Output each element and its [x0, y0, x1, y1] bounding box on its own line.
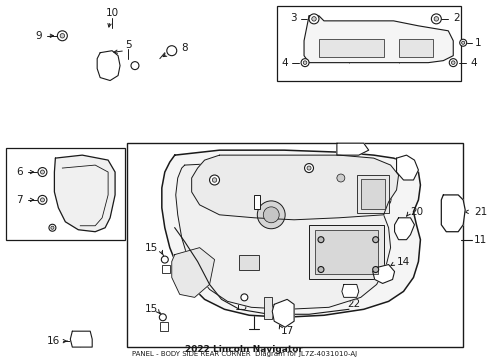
Text: 6: 6 [16, 167, 23, 177]
Text: 18: 18 [234, 187, 247, 197]
Circle shape [263, 207, 279, 223]
Text: PANEL - BODY SIDE REAR CORNER  Diagram for JL7Z-4031010-AJ: PANEL - BODY SIDE REAR CORNER Diagram fo… [132, 351, 357, 357]
Polygon shape [304, 16, 453, 63]
Text: 20: 20 [411, 207, 423, 217]
Circle shape [460, 39, 466, 46]
Bar [315, 230, 378, 274]
Circle shape [38, 167, 47, 176]
Text: 13: 13 [235, 302, 248, 312]
Circle shape [434, 17, 439, 21]
Polygon shape [172, 248, 215, 297]
Text: 3: 3 [291, 13, 297, 23]
Polygon shape [97, 51, 120, 81]
Polygon shape [342, 284, 359, 297]
Text: 9: 9 [36, 31, 43, 41]
Circle shape [167, 46, 177, 56]
Text: 15: 15 [145, 243, 158, 253]
Bar [309, 225, 384, 279]
Bar [127, 143, 463, 347]
Circle shape [41, 198, 45, 202]
Circle shape [51, 226, 54, 229]
Bar [361, 179, 385, 209]
Circle shape [241, 294, 248, 301]
Bar [264, 297, 272, 319]
Bar [160, 322, 168, 331]
Circle shape [57, 31, 67, 41]
Circle shape [318, 266, 324, 273]
Circle shape [305, 163, 314, 172]
Circle shape [301, 59, 309, 67]
Text: 4: 4 [470, 58, 477, 68]
Text: 1: 1 [475, 38, 482, 48]
Circle shape [309, 14, 319, 24]
Polygon shape [337, 143, 368, 155]
Circle shape [131, 62, 139, 69]
Circle shape [373, 237, 379, 243]
Bar [6, 148, 125, 240]
Bar [162, 265, 170, 274]
Polygon shape [272, 300, 294, 327]
Text: 7: 7 [16, 195, 23, 205]
Circle shape [451, 61, 455, 64]
Bar [357, 175, 389, 213]
Circle shape [41, 170, 45, 174]
Circle shape [373, 266, 379, 273]
Text: 16: 16 [47, 336, 60, 346]
Circle shape [449, 59, 457, 67]
Text: 11: 11 [474, 235, 488, 245]
Circle shape [312, 17, 316, 21]
Text: 10: 10 [105, 8, 119, 18]
Polygon shape [441, 195, 465, 232]
Circle shape [212, 178, 217, 182]
Circle shape [307, 166, 311, 170]
Text: 12: 12 [186, 173, 199, 183]
Polygon shape [162, 150, 420, 317]
Circle shape [38, 195, 47, 204]
Polygon shape [394, 218, 415, 240]
Polygon shape [54, 155, 115, 232]
Circle shape [431, 14, 441, 24]
Circle shape [318, 237, 324, 243]
Polygon shape [71, 331, 92, 347]
Bar [277, 6, 461, 81]
Circle shape [303, 61, 307, 64]
Text: 17: 17 [280, 326, 294, 336]
Text: 8: 8 [182, 43, 188, 53]
Polygon shape [396, 155, 418, 180]
Text: 15: 15 [145, 304, 158, 314]
Text: 21: 21 [474, 207, 488, 217]
Text: 19: 19 [325, 158, 338, 168]
Circle shape [49, 224, 56, 231]
Bar [398, 39, 433, 57]
Text: 2: 2 [453, 13, 460, 23]
Bar [240, 255, 259, 270]
Polygon shape [373, 265, 394, 283]
Text: 4: 4 [282, 58, 288, 68]
Text: 14: 14 [396, 257, 410, 266]
Bar [319, 39, 384, 57]
Circle shape [159, 314, 166, 321]
Text: 22: 22 [347, 299, 361, 309]
Circle shape [257, 201, 285, 229]
Circle shape [337, 174, 345, 182]
Polygon shape [176, 160, 393, 309]
Circle shape [60, 33, 65, 38]
Bar [254, 195, 260, 209]
Circle shape [161, 256, 168, 263]
Circle shape [462, 41, 465, 44]
Text: 2022 Lincoln Navigator: 2022 Lincoln Navigator [185, 345, 303, 354]
Polygon shape [192, 155, 398, 220]
Text: 5: 5 [124, 40, 131, 50]
Circle shape [210, 175, 220, 185]
